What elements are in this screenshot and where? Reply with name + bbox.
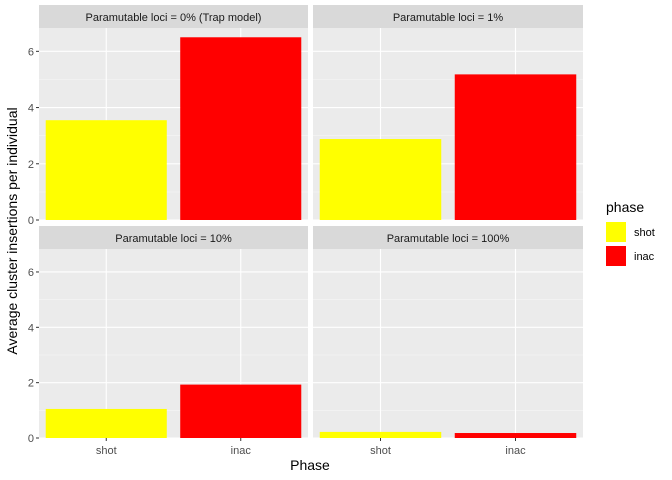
legend: phase shot inac — [606, 199, 655, 266]
bar-shot — [45, 408, 167, 438]
x-tick-layer: shot inac shot inac — [96, 438, 526, 457]
plot-background — [313, 249, 583, 438]
legend-label-shot: shot — [634, 227, 655, 239]
x-axis-title: Phase — [290, 457, 330, 473]
bar-inac — [454, 74, 577, 220]
bar-shot — [45, 120, 167, 220]
strip-background — [313, 5, 583, 28]
strip-background — [39, 226, 308, 249]
strip-background — [39, 5, 308, 28]
panel-1: Paramutable loci = 0% (Trap model) — [39, 5, 308, 221]
strip-label: Paramutable loci = 10% — [115, 233, 232, 245]
y-tick-label: 0 — [28, 433, 34, 445]
strip-background — [313, 226, 583, 249]
x-tick-label: shot — [370, 445, 391, 457]
y-tick-label: 4 — [28, 103, 34, 115]
bar-shot — [319, 431, 442, 438]
bar-shot — [319, 139, 442, 220]
bar-inac — [180, 384, 302, 438]
y-tick-label: 2 — [28, 378, 34, 390]
panel-4: Paramutable loci = 100% — [313, 226, 583, 439]
panel-2: Paramutable loci = 1% — [313, 5, 583, 221]
x-tick-label: inac — [231, 445, 252, 457]
y-axis-title: Average cluster insertions per individua… — [4, 107, 20, 354]
y-tick-label: 6 — [28, 267, 34, 279]
strip-label: Paramutable loci = 100% — [387, 233, 510, 245]
strip-label: Paramutable loci = 0% (Trap model) — [86, 12, 262, 24]
x-tick-label: inac — [505, 445, 526, 457]
panel-3: Paramutable loci = 10% — [39, 226, 308, 439]
y-tick-label: 0 — [28, 215, 34, 227]
legend-label-inac: inac — [634, 251, 655, 263]
x-tick-label: shot — [96, 445, 117, 457]
bar-inac — [454, 433, 577, 438]
legend-key-inac — [606, 246, 626, 266]
y-tick-label: 4 — [28, 322, 34, 334]
y-tick-layer: 0 2 4 6 0 2 4 6 — [28, 46, 39, 445]
panels-layer: Paramutable loci = 0% (Trap model) Paramu… — [39, 5, 583, 439]
y-tick-label: 6 — [28, 46, 34, 58]
legend-title: phase — [606, 199, 644, 215]
legend-key-shot — [606, 222, 626, 242]
bar-inac — [180, 37, 302, 221]
y-tick-label: 2 — [28, 159, 34, 171]
strip-label: Paramutable loci = 1% — [393, 12, 504, 24]
